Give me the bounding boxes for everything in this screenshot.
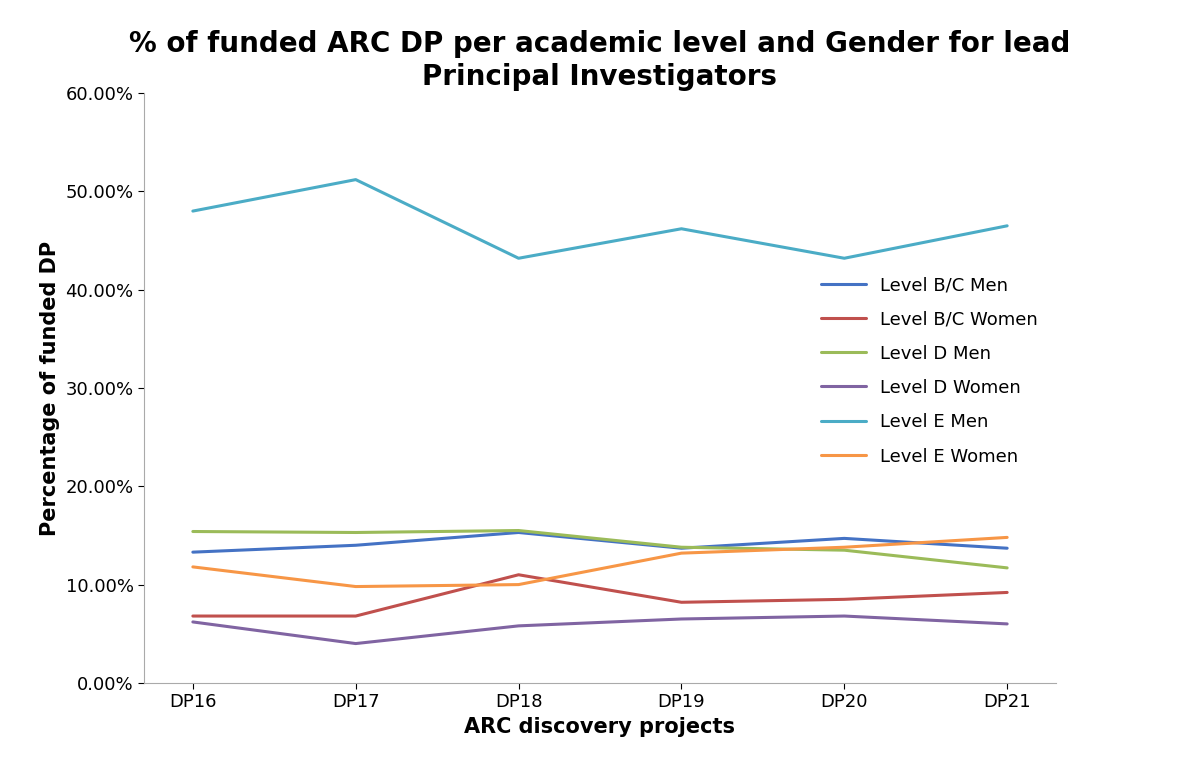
Level E Women [348,582,362,591]
Level B/C Women [348,611,362,621]
X-axis label: ARC discovery projects: ARC discovery projects [464,717,736,737]
Level D Men [1000,563,1014,573]
Level B/C Women [1000,587,1014,597]
Level E Women [1000,533,1014,542]
Level E Women [674,549,689,558]
Y-axis label: Percentage of funded DP: Percentage of funded DP [40,241,60,535]
Level D Men [348,528,362,537]
Level B/C Women [186,611,200,621]
Level D Women [186,617,200,626]
Level E Women [186,563,200,572]
Level D Women [838,611,852,621]
Level E Men [838,254,852,263]
Level D Women [511,622,526,631]
Level E Men [348,175,362,184]
Level D Men [838,546,852,555]
Line: Level B/C Women: Level B/C Women [193,575,1007,616]
Level E Women [511,580,526,589]
Level B/C Women [674,598,689,607]
Level B/C Women [511,570,526,580]
Level D Women [674,615,689,624]
Level E Women [838,542,852,552]
Line: Level D Women: Level D Women [193,616,1007,643]
Level B/C Men [348,541,362,550]
Line: Level D Men: Level D Men [193,531,1007,568]
Level D Women [348,639,362,648]
Level E Men [186,206,200,216]
Line: Level E Women: Level E Women [193,538,1007,587]
Level B/C Men [186,548,200,557]
Title: % of funded ARC DP per academic level and Gender for lead
Principal Investigator: % of funded ARC DP per academic level an… [130,30,1070,91]
Legend: Level B/C Men, Level B/C Women, Level D Men, Level D Women, Level E Men, Level E: Level B/C Men, Level B/C Women, Level D … [811,267,1046,475]
Level E Men [674,224,689,234]
Level B/C Men [838,534,852,543]
Level D Women [1000,619,1014,629]
Level E Men [1000,221,1014,230]
Level D Men [511,526,526,535]
Level B/C Men [511,528,526,537]
Level E Men [511,254,526,263]
Line: Level E Men: Level E Men [193,179,1007,258]
Level D Men [674,542,689,552]
Level B/C Men [1000,543,1014,553]
Level B/C Men [674,543,689,553]
Level D Men [186,527,200,536]
Level B/C Women [838,594,852,604]
Line: Level B/C Men: Level B/C Men [193,532,1007,553]
